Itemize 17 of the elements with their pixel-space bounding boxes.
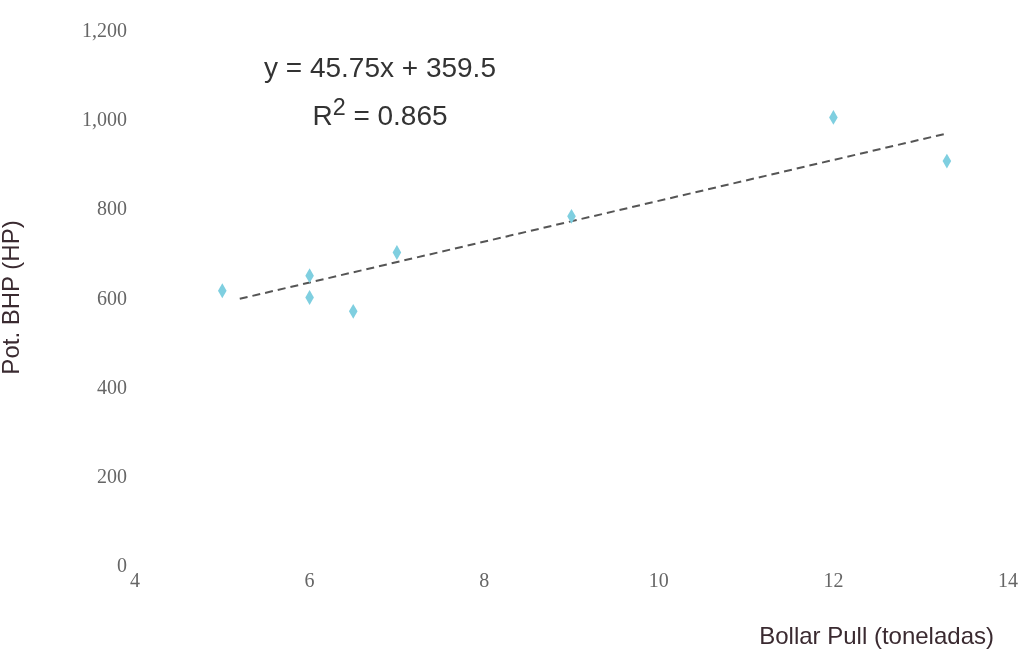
x-axis-title: Bollar Pull (toneladas) bbox=[759, 622, 994, 649]
x-tick-label: 10 bbox=[648, 569, 669, 592]
x-tick-label: 14 bbox=[998, 569, 1018, 592]
annotation: R$^{2}$ = 0.865 bbox=[311, 94, 449, 133]
y-tick-label: 800 bbox=[97, 197, 127, 220]
y-tick-label: 0 bbox=[117, 554, 127, 577]
y-axis-title: Pot. BHP (HP) bbox=[0, 220, 24, 375]
x-tick-label: 4 bbox=[130, 569, 140, 592]
annotation: y = 45.75x + 359.5 bbox=[263, 52, 497, 84]
x-tick-label: 12 bbox=[823, 569, 844, 592]
x-tick-label: 8 bbox=[479, 569, 490, 592]
y-tick-label: 200 bbox=[97, 464, 127, 487]
y-tick-label: 400 bbox=[97, 375, 127, 398]
y-tick-label: 1,200 bbox=[82, 19, 127, 42]
y-tick-label: 600 bbox=[97, 286, 127, 309]
y-tick-label: 1,000 bbox=[82, 108, 127, 131]
x-tick-label: 6 bbox=[304, 569, 315, 592]
